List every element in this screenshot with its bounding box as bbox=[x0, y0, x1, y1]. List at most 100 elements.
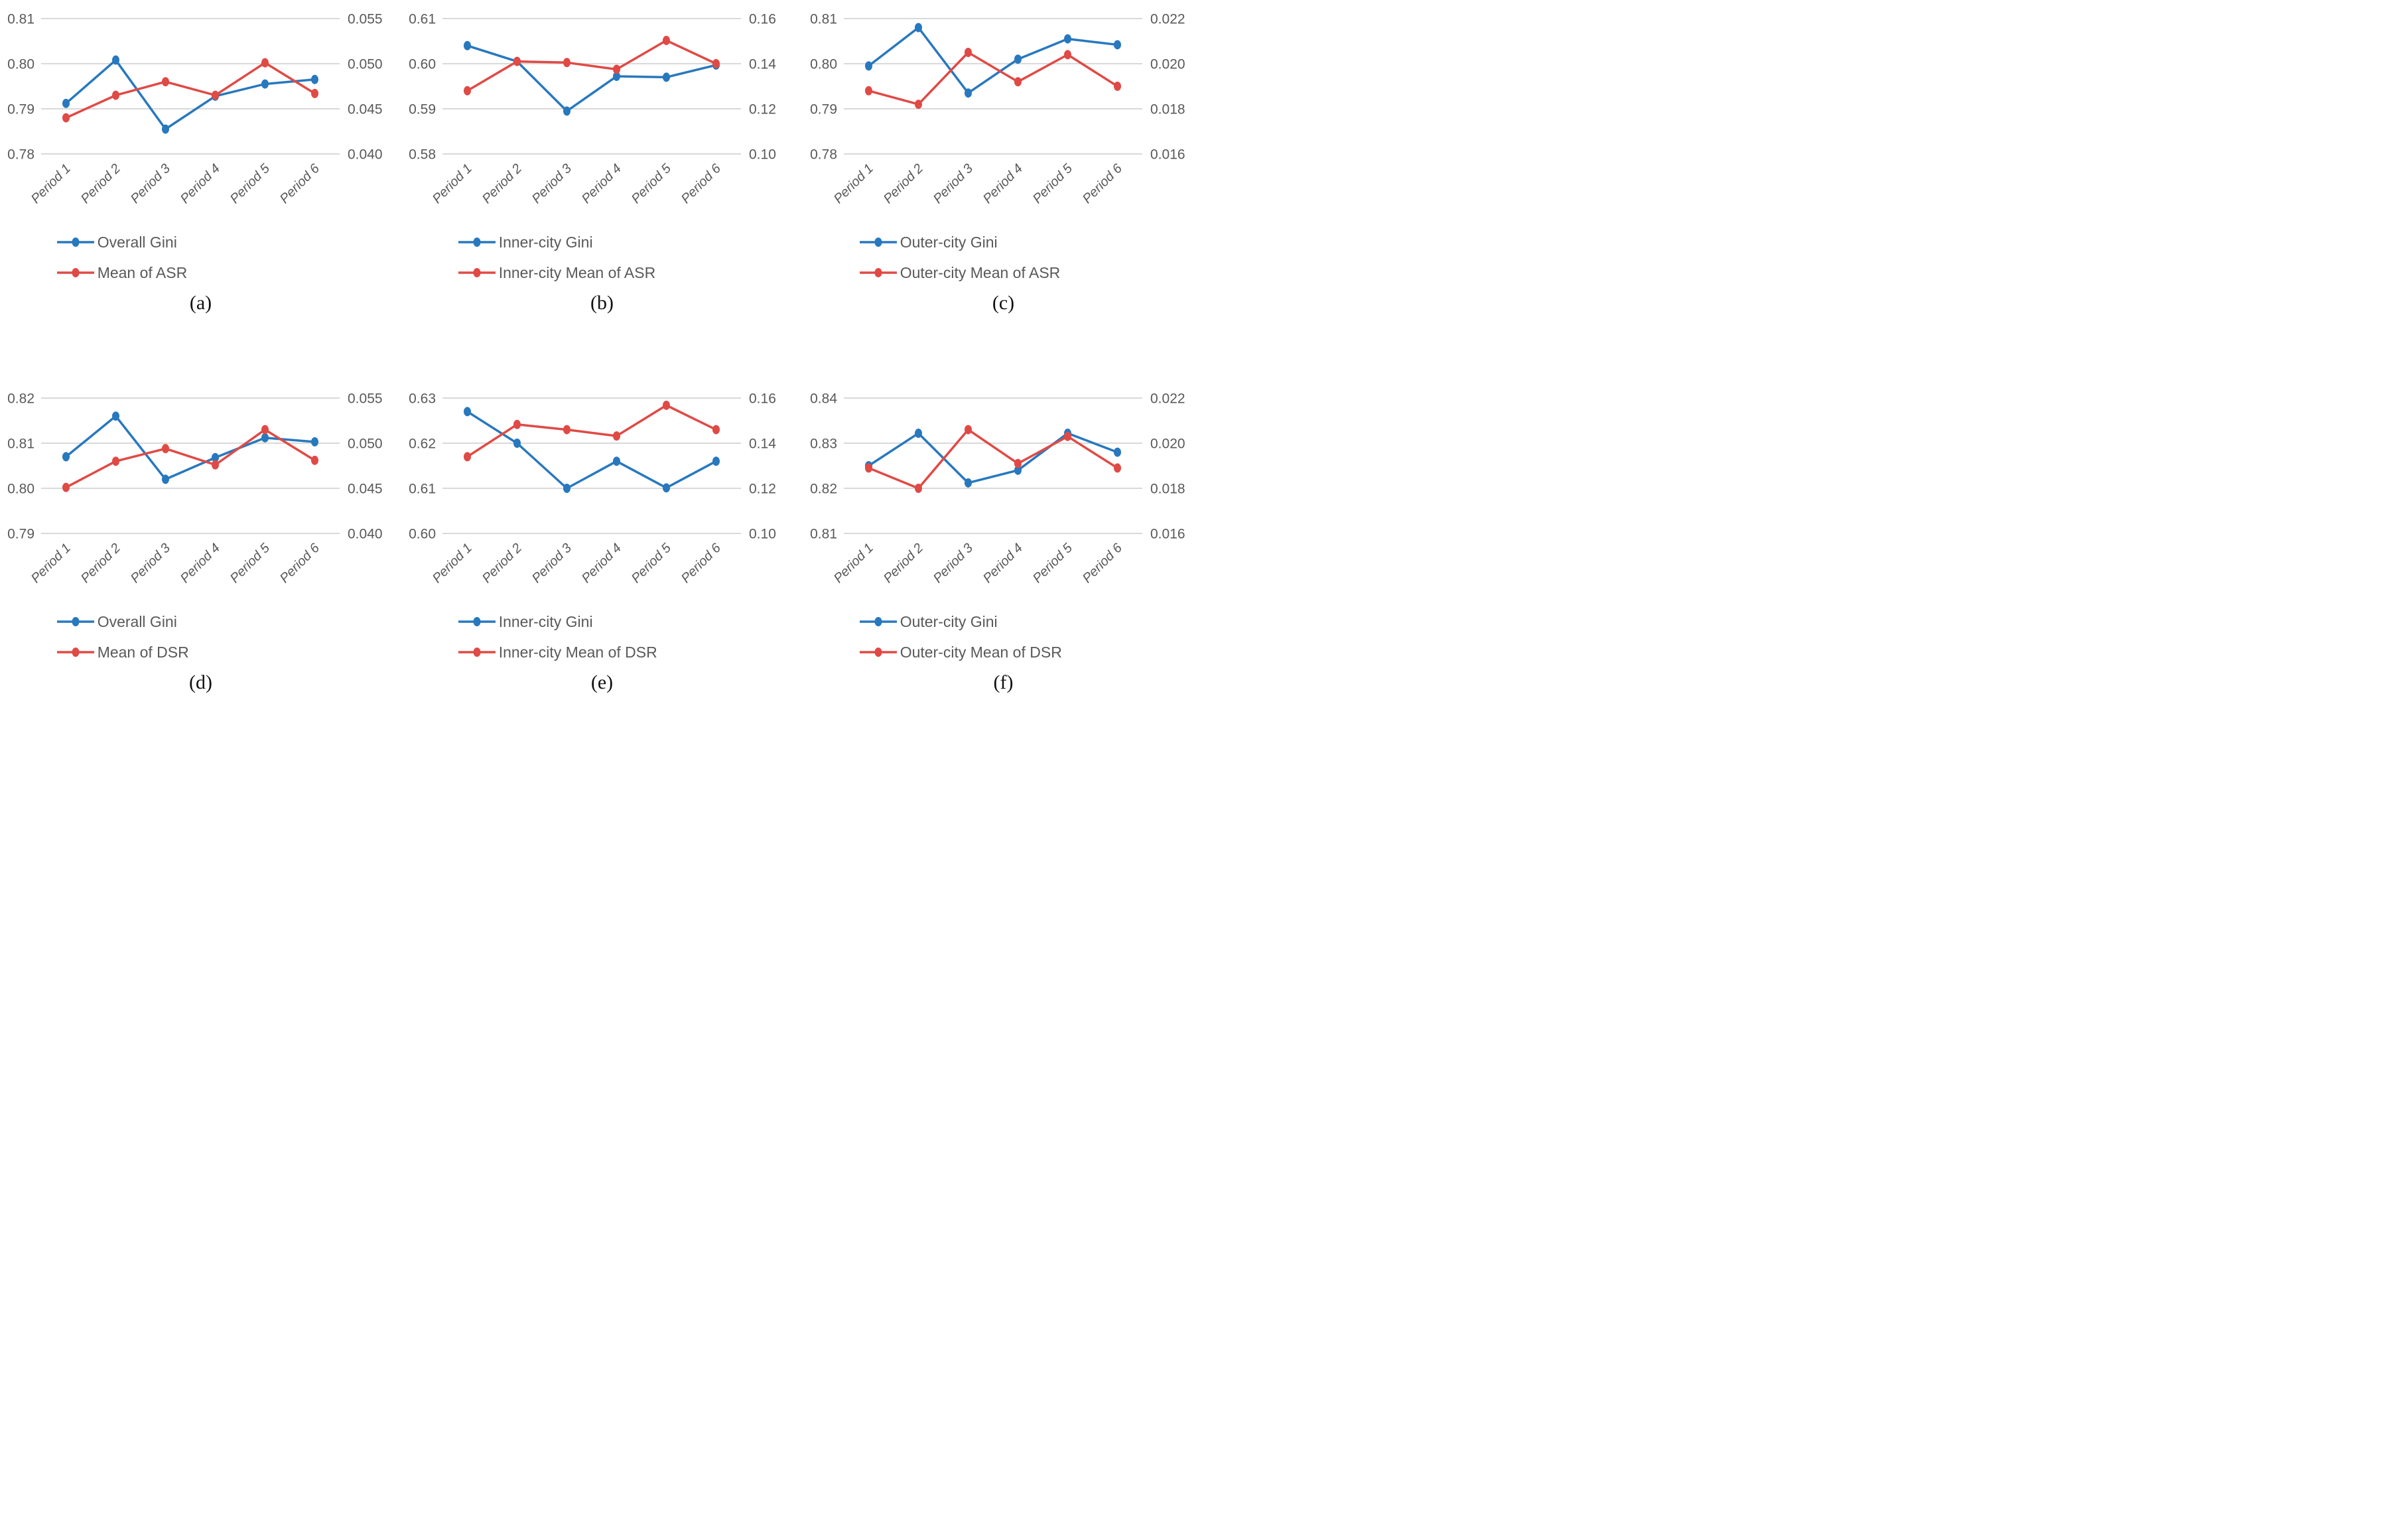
x-axis-label: Period 2 bbox=[78, 161, 123, 206]
data-point bbox=[261, 79, 269, 89]
x-axis-label: Period 3 bbox=[931, 541, 976, 586]
right-axis-tick-label: 0.020 bbox=[1150, 56, 1185, 72]
x-axis-label: Period 1 bbox=[831, 161, 876, 206]
line-chart: 0.81 0.016 0.82 0.018 0.83 0.020 0.84 0.022 Peri… bbox=[810, 391, 1185, 586]
legend: Outer-city Gini Outer-city Mean of DSR bbox=[859, 612, 1204, 661]
legend: Overall Gini Mean of ASR bbox=[56, 234, 401, 281]
left-axis-tick-label: 0.60 bbox=[409, 56, 436, 72]
series-line-blue bbox=[867, 432, 1119, 484]
data-point bbox=[1114, 40, 1121, 50]
right-axis-tick-label: 0.016 bbox=[1150, 526, 1185, 541]
x-axis-label: Period 3 bbox=[128, 541, 173, 586]
data-point bbox=[1014, 54, 1022, 64]
series-line-blue bbox=[64, 415, 316, 481]
right-axis-tick-label: 0.022 bbox=[1150, 391, 1185, 406]
legend-dot bbox=[72, 238, 80, 247]
right-axis-tick-label: 0.14 bbox=[749, 56, 776, 72]
chart-panel: 0.78 0.016 0.79 0.018 0.80 0.020 0.81 0.022 Peri… bbox=[803, 0, 1204, 380]
data-point bbox=[563, 484, 570, 493]
data-point bbox=[62, 452, 70, 462]
x-axis-label: Period 6 bbox=[679, 161, 724, 206]
legend-label: Outer-city Gini bbox=[900, 612, 998, 630]
right-axis-tick-label: 0.10 bbox=[749, 147, 776, 162]
x-axis-label: Period 3 bbox=[931, 161, 976, 206]
line-chart: 0.60 0.10 0.61 0.12 0.62 0.14 0.63 0.16 Period 1… bbox=[409, 391, 776, 586]
data-point bbox=[162, 474, 169, 484]
x-axis-label: Period 5 bbox=[228, 161, 273, 206]
data-point bbox=[62, 482, 70, 492]
right-axis-tick-label: 0.018 bbox=[1150, 481, 1185, 496]
x-axis-label: Period 2 bbox=[480, 161, 525, 206]
left-axis-tick-label: 0.81 bbox=[7, 11, 34, 27]
x-axis-label: Period 3 bbox=[529, 541, 574, 586]
line-chart: 0.78 0.016 0.79 0.018 0.80 0.020 0.81 0.022 Peri… bbox=[810, 11, 1185, 206]
panel-caption: (e) bbox=[590, 671, 614, 693]
legend-label: Outer-city Mean of ASR bbox=[900, 263, 1061, 281]
legend-line-marker-icon bbox=[859, 238, 897, 247]
series-line-red bbox=[867, 428, 1119, 490]
left-axis-tick-label: 0.58 bbox=[409, 147, 436, 162]
data-point bbox=[1114, 463, 1121, 473]
data-point bbox=[663, 483, 670, 493]
data-point bbox=[261, 425, 269, 435]
legend: Outer-city Gini Outer-city Mean of ASR bbox=[859, 234, 1204, 281]
legend-line-marker-icon bbox=[56, 238, 94, 247]
legend-item: Inner-city Mean of DSR bbox=[458, 644, 803, 661]
data-point bbox=[513, 439, 521, 448]
right-axis-tick-label: 0.045 bbox=[348, 481, 383, 496]
data-point bbox=[212, 452, 219, 462]
legend-line-marker-icon bbox=[458, 648, 496, 657]
data-point bbox=[162, 124, 169, 134]
chart-panel: 0.58 0.10 0.59 0.12 0.60 0.14 0.61 0.16 Period 1… bbox=[401, 0, 803, 380]
x-axis-label: Period 6 bbox=[277, 161, 323, 206]
left-axis-tick-label: 0.82 bbox=[810, 481, 837, 496]
legend-label: Inner-city Mean of ASR bbox=[498, 263, 656, 281]
left-axis-tick-label: 0.61 bbox=[409, 11, 436, 27]
x-axis-label: Period 6 bbox=[1080, 161, 1126, 206]
data-point bbox=[162, 444, 169, 454]
x-axis-label: Period 6 bbox=[277, 540, 323, 586]
data-point bbox=[513, 56, 521, 66]
legend-dot bbox=[874, 617, 882, 626]
legend-label: Inner-city Gini bbox=[498, 233, 593, 251]
figure-page: { "colors": { "blue": "#2878BE", "red": … bbox=[0, 0, 1204, 759]
x-axis-label: Period 4 bbox=[980, 541, 1026, 586]
legend-label: Outer-city Mean of DSR bbox=[900, 643, 1062, 661]
data-point bbox=[965, 425, 972, 435]
data-point bbox=[464, 452, 471, 462]
left-axis-tick-label: 0.84 bbox=[810, 391, 837, 406]
legend-line-marker-icon bbox=[56, 617, 94, 626]
right-axis-tick-label: 0.055 bbox=[348, 11, 383, 27]
right-axis-tick-label: 0.16 bbox=[749, 11, 776, 27]
legend-dot bbox=[72, 617, 80, 626]
series-line-red bbox=[466, 39, 718, 92]
legend-line-marker-icon bbox=[56, 648, 94, 657]
legend-line-marker-icon bbox=[859, 268, 897, 277]
right-axis-tick-label: 0.050 bbox=[348, 56, 383, 72]
panel-caption: (d) bbox=[189, 671, 212, 693]
data-point bbox=[1114, 82, 1121, 91]
x-axis-label: Period 5 bbox=[629, 540, 675, 586]
data-point bbox=[712, 59, 720, 68]
line-chart: 0.79 0.040 0.80 0.045 0.81 0.050 0.82 0.055 Peri… bbox=[7, 391, 383, 586]
left-axis-tick-label: 0.61 bbox=[409, 481, 436, 496]
legend-label: Mean of DSR bbox=[97, 643, 189, 661]
data-point bbox=[1064, 431, 1071, 441]
series-line-blue bbox=[867, 26, 1119, 94]
right-axis-tick-label: 0.12 bbox=[749, 102, 776, 117]
data-point bbox=[915, 23, 922, 33]
legend-item: Mean of ASR bbox=[56, 264, 401, 281]
left-axis-tick-label: 0.80 bbox=[810, 56, 837, 72]
data-point bbox=[865, 463, 872, 473]
panel-caption: (a) bbox=[189, 292, 212, 314]
data-point bbox=[563, 58, 570, 68]
data-point bbox=[865, 61, 872, 71]
left-axis-tick-label: 0.83 bbox=[810, 436, 837, 451]
series-line-red bbox=[64, 61, 316, 119]
data-point bbox=[1064, 50, 1071, 60]
line-chart: 0.58 0.10 0.59 0.12 0.60 0.14 0.61 0.16 Period 1… bbox=[409, 11, 776, 206]
left-axis-tick-label: 0.80 bbox=[7, 56, 34, 72]
right-axis-tick-label: 0.018 bbox=[1150, 102, 1185, 117]
data-point bbox=[712, 456, 720, 466]
legend-dot bbox=[874, 268, 882, 277]
